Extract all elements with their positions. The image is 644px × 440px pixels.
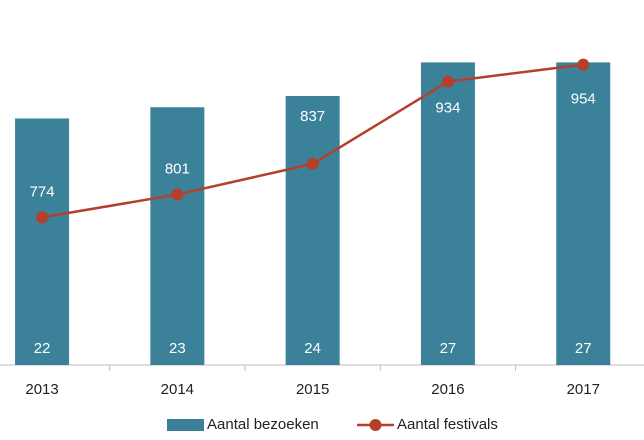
legend-label: Aantal festivals — [397, 416, 498, 433]
legend-label: Aantal bezoeken — [207, 416, 319, 433]
legend-swatch — [167, 419, 204, 431]
bar-label: 27 — [575, 340, 592, 357]
bar-label: 24 — [304, 340, 321, 357]
bar — [420, 62, 475, 366]
bar — [15, 118, 70, 365]
line-point — [36, 211, 49, 224]
bar — [556, 62, 611, 366]
line-point — [441, 75, 454, 88]
x-tick-label: 2014 — [161, 381, 194, 398]
x-tick-label: 2013 — [25, 381, 58, 398]
x-tick-label: 2017 — [567, 381, 600, 398]
line-label: 801 — [165, 160, 190, 177]
x-tick-label: 2015 — [296, 381, 329, 398]
line-label: 774 — [30, 183, 55, 200]
legend-swatch-dot — [369, 419, 382, 431]
line-label: 934 — [435, 100, 460, 117]
bar — [150, 107, 205, 365]
bar-label: 27 — [440, 340, 457, 357]
line-point — [306, 157, 319, 170]
bar-label: 22 — [34, 340, 51, 357]
bar-label: 23 — [169, 340, 186, 357]
bar — [285, 96, 340, 365]
line-label: 954 — [571, 91, 596, 108]
line-label: 837 — [300, 108, 325, 125]
line-point — [577, 58, 590, 71]
line-point — [171, 188, 184, 201]
x-tick-label: 2016 — [431, 381, 464, 398]
